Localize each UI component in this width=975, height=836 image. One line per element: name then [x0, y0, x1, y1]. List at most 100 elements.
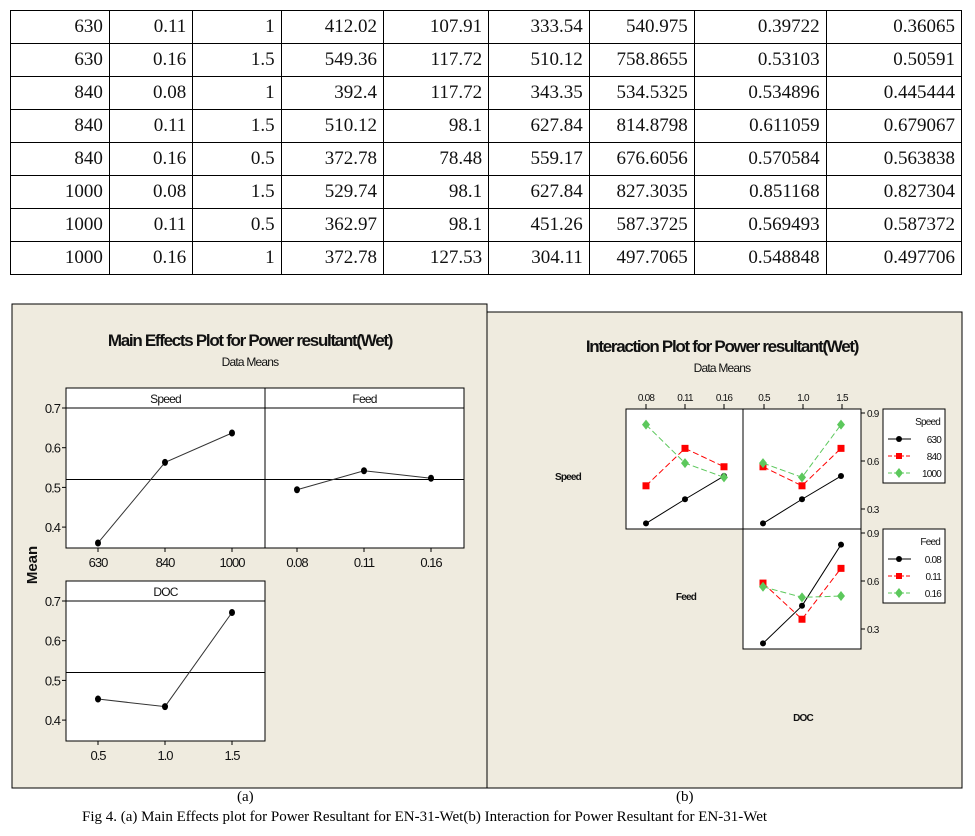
- x-tick-label: 1.0: [157, 748, 173, 763]
- table-cell: 630: [10, 43, 110, 77]
- diamond-marker: [837, 591, 845, 602]
- x-tick-label: 1000: [220, 555, 246, 570]
- data-point: [229, 429, 235, 437]
- diamond-marker: [837, 419, 845, 430]
- table-cell: 117.72: [383, 76, 490, 110]
- table-cell: 0.851168: [693, 175, 827, 209]
- y-tick-label: 0.3: [867, 625, 880, 636]
- y-tick-label: 0.9: [867, 409, 880, 420]
- square-marker: [720, 463, 728, 471]
- table-cell: 1000: [10, 175, 110, 209]
- doc-tick-label: 1.5: [836, 393, 849, 404]
- table-cell: 451.26: [488, 208, 590, 242]
- panel-label: Feed: [352, 392, 376, 406]
- y-tick-label: 0.7: [45, 401, 61, 416]
- table-row: 1000 0.11 0.5 362.97 98.1 451.26 587.3725 0.569…: [10, 208, 963, 242]
- data-point: [162, 703, 168, 711]
- table-row: 840 0.16 0.5 372.78 78.48 559.17 676.6056 0.570…: [10, 142, 963, 176]
- table-cell: 758.8655: [588, 43, 695, 77]
- main-effects-subtitle: Data Means: [222, 355, 279, 369]
- table-cell: 333.54: [488, 10, 590, 44]
- table-cell: 529.74: [280, 175, 385, 209]
- data-point: [229, 609, 235, 617]
- table-cell: 0.50591: [825, 43, 963, 77]
- table-cell: 840: [10, 109, 110, 143]
- main-effects-title: Main Effects Plot for Power resultant(We…: [108, 331, 393, 350]
- table-cell: 0.569493: [693, 208, 827, 242]
- table-cell: 117.72: [383, 43, 490, 77]
- table-cell: 0.11: [108, 208, 194, 242]
- table-cell: 372.78: [280, 241, 385, 275]
- circle-marker: [643, 520, 649, 527]
- table-cell: 392.4: [280, 76, 385, 110]
- table-cell: 0.679067: [825, 109, 963, 143]
- circle-marker: [838, 473, 844, 480]
- square-marker: [798, 615, 806, 623]
- y-axis-label: Mean: [24, 546, 41, 584]
- table-cell: 497.7065: [588, 241, 695, 275]
- legend-diamond-marker: [895, 468, 903, 478]
- diamond-marker: [681, 458, 689, 469]
- doc-tick-label: 1.0: [797, 393, 810, 404]
- table-cell: 127.53: [383, 241, 490, 275]
- legend-diamond-marker: [895, 588, 903, 598]
- legend-item: 0.11: [925, 572, 942, 583]
- y-tick-label: 0.4: [45, 520, 61, 535]
- circle-marker: [838, 541, 844, 548]
- table-cell: 0.39722: [693, 10, 827, 44]
- table-cell: 827.3035: [588, 175, 695, 209]
- legend-circle-marker: [896, 436, 902, 442]
- table-cell: 627.84: [488, 175, 590, 209]
- interaction-panel: [742, 528, 862, 650]
- circle-marker: [682, 496, 688, 503]
- data-point: [428, 474, 434, 482]
- diamond-marker: [720, 472, 728, 483]
- table-cell: 540.975: [588, 10, 695, 44]
- table-cell: 1000: [10, 241, 110, 275]
- legend-square-marker: [896, 573, 902, 579]
- table-cell: 0.587372: [825, 208, 963, 242]
- table-cell: 0.497706: [825, 241, 963, 275]
- table-cell: 98.1: [383, 175, 490, 209]
- series-line-0.11: [762, 568, 842, 620]
- table-cell: 510.12: [280, 109, 385, 143]
- table-cell: 1: [192, 241, 282, 275]
- square-marker: [837, 444, 845, 452]
- table-cell: 0.548848: [693, 241, 827, 275]
- row-label-speed: Speed: [555, 472, 582, 483]
- legend-speed: [882, 408, 946, 484]
- y-tick-label: 0.3: [867, 505, 880, 516]
- interaction-subtitle: Data Means: [694, 361, 751, 375]
- x-tick-label: 840: [156, 555, 175, 570]
- table-row: 1000 0.16 1 372.78 127.53 304.11 497.7065 0.548…: [10, 241, 963, 275]
- table-cell: 0.11: [108, 10, 194, 44]
- feed-tick-label: 0.16: [716, 393, 734, 404]
- y-tick-label: 0.5: [45, 673, 61, 688]
- square-marker: [681, 444, 689, 452]
- table-cell: 78.48: [383, 142, 490, 176]
- table-cell: 0.827304: [825, 175, 963, 209]
- table-row: 1000 0.08 1.5 529.74 98.1 627.84 827.3035 0.851…: [10, 175, 963, 209]
- panel-doc: [65, 580, 266, 742]
- table-cell: 840: [10, 76, 110, 110]
- table-row: 630 0.11 1 412.02 107.91 333.54 540.975 0.39722…: [10, 10, 963, 44]
- table-cell: 0.11: [108, 109, 194, 143]
- feed-tick-label: 0.11: [677, 393, 694, 404]
- legend-item: 630: [927, 435, 943, 446]
- panel-label: Speed: [150, 392, 181, 406]
- data-point: [361, 467, 367, 475]
- legend-item: 0.16: [925, 589, 943, 600]
- data-point: [95, 695, 101, 703]
- data-point: [294, 486, 300, 494]
- square-marker: [642, 482, 650, 490]
- legend-square-marker: [896, 453, 902, 459]
- diamond-marker: [798, 472, 806, 483]
- table-cell: 676.6056: [588, 142, 695, 176]
- legend-feed: [882, 528, 946, 604]
- table-cell: 814.8798: [588, 109, 695, 143]
- legend-item: 1000: [922, 469, 942, 480]
- row-label-doc: DOC: [793, 713, 813, 724]
- diamond-marker: [759, 458, 767, 469]
- y-tick-label: 0.5: [45, 480, 61, 495]
- table-cell: 559.17: [488, 142, 590, 176]
